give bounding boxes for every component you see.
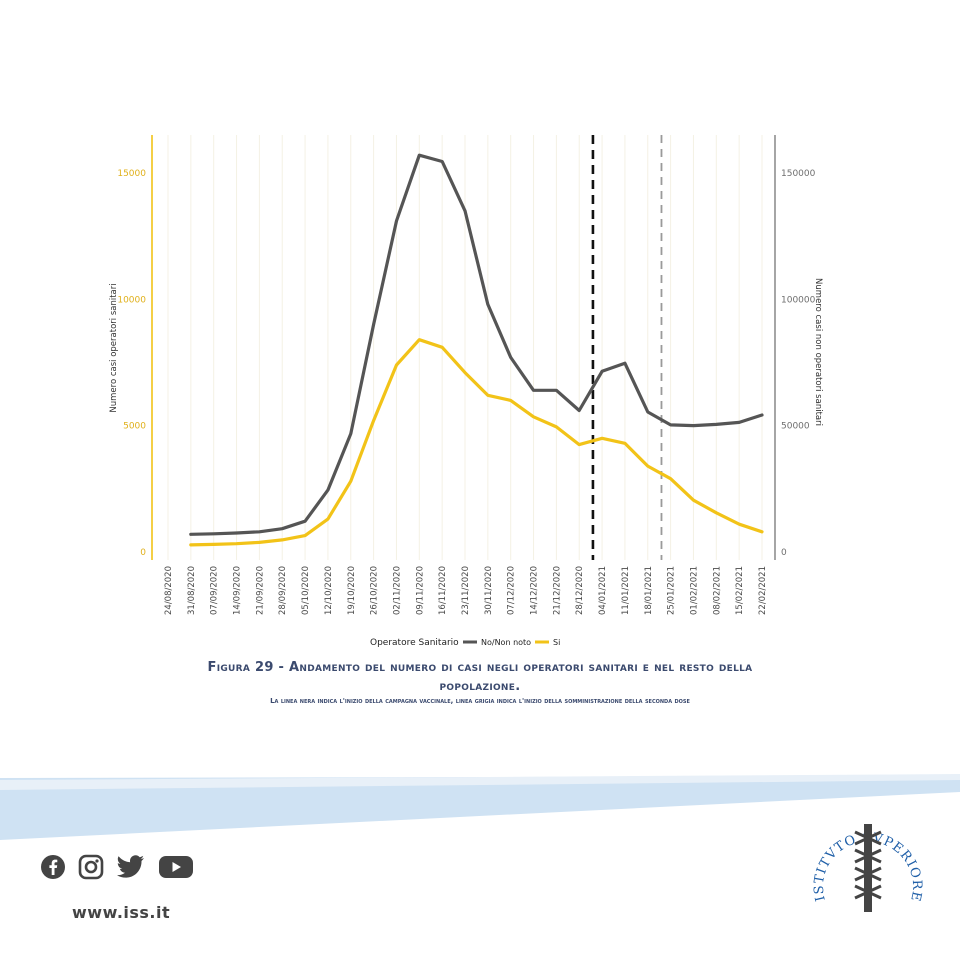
iss-logo: ISTITVTO SVPERIORE DI SANITA: [803, 802, 923, 912]
figure-caption-subtitle: La linea nera indica l'inizio della camp…: [270, 697, 690, 705]
x-tick-label: 31/08/2020: [187, 566, 197, 615]
x-tick-label: 08/02/2021: [712, 566, 722, 615]
x-tick-label: 14/12/2020: [530, 566, 540, 615]
figure-caption-line2: popolazione.: [439, 679, 521, 694]
reference-lines: [591, 135, 663, 560]
series-line-no-non-noto: [189, 153, 764, 536]
facebook-icon[interactable]: [40, 854, 66, 884]
y-axis-right-title: Numero casi non operatori sanitari: [813, 278, 823, 426]
x-tick-label: 16/11/2020: [438, 566, 448, 615]
x-tick-label: 04/01/2021: [598, 566, 608, 615]
x-tick-label: 21/09/2020: [255, 566, 265, 615]
x-tick-label: 14/09/2020: [233, 566, 243, 615]
x-tick-label: 07/09/2020: [210, 566, 220, 615]
y-tick-left: 0: [140, 548, 146, 558]
social-links: [40, 854, 194, 884]
y-tick-right: 0: [781, 548, 787, 558]
logo-staff: [864, 824, 872, 912]
right-y-ticks: 0 50000 100000 150000: [781, 169, 816, 558]
x-tick-label: 09/11/2020: [415, 566, 425, 615]
y-tick-right: 100000: [781, 295, 816, 305]
x-tick-label: 22/02/2021: [758, 566, 768, 615]
x-tick-label: 19/10/2020: [347, 566, 357, 615]
x-tick-label: 18/01/2021: [644, 566, 654, 615]
legend: Operatore Sanitario No/Non noto Si: [370, 638, 560, 648]
figure-caption-line1: Figura 29 - Andamento del numero di casi…: [207, 660, 753, 675]
x-tick-label: 30/11/2020: [484, 566, 494, 615]
legend-title: Operatore Sanitario: [370, 638, 459, 648]
y-tick-left: 5000: [123, 422, 146, 432]
legend-label-si: Si: [553, 638, 560, 647]
y-tick-right: 50000: [781, 422, 810, 432]
x-tick-label: 23/11/2020: [461, 566, 471, 615]
x-tick-label: 01/02/2021: [690, 566, 700, 615]
x-tick-label: 07/12/2020: [507, 566, 517, 615]
x-tick-label: 21/12/2020: [552, 566, 562, 615]
x-ticks: 24/08/2020 31/08/2020 07/09/2020 14/09/2020…: [164, 566, 768, 615]
y-tick-left: 15000: [117, 169, 146, 179]
chart-grid: [167, 135, 763, 560]
series-lines: [189, 153, 764, 547]
twitter-icon[interactable]: [116, 854, 146, 884]
y-tick-right: 150000: [781, 169, 816, 179]
website-url[interactable]: www.iss.it: [72, 903, 171, 922]
x-tick-label: 15/02/2021: [735, 566, 745, 615]
legend-label-no: No/Non noto: [481, 638, 531, 647]
footer-band: [0, 774, 960, 840]
chart: 0 5000 10000 15000 0 50000 100000 150000 24/08…: [109, 135, 823, 648]
x-tick-label: 24/08/2020: [164, 566, 174, 615]
x-tick-label: 28/12/2020: [575, 566, 585, 615]
x-tick-label: 12/10/2020: [324, 566, 334, 615]
x-tick-label: 28/09/2020: [278, 566, 288, 615]
x-tick-label: 11/01/2021: [621, 566, 631, 615]
instagram-icon[interactable]: [78, 854, 104, 884]
y-axis-left-title: Numero casi operatori sanitari: [109, 283, 119, 412]
figure-caption-title: Figura 29 - Andamento del numero di casi…: [0, 658, 960, 696]
x-tick-label: 25/01/2021: [667, 566, 677, 615]
series-line-si: [189, 338, 764, 547]
left-y-ticks: 0 5000 10000 15000: [117, 169, 146, 558]
youtube-icon[interactable]: [158, 854, 194, 884]
x-tick-label: 05/10/2020: [301, 566, 311, 615]
y-tick-left: 10000: [117, 295, 146, 305]
x-tick-label: 02/11/2020: [393, 566, 403, 615]
x-tick-label: 26/10/2020: [370, 566, 380, 615]
